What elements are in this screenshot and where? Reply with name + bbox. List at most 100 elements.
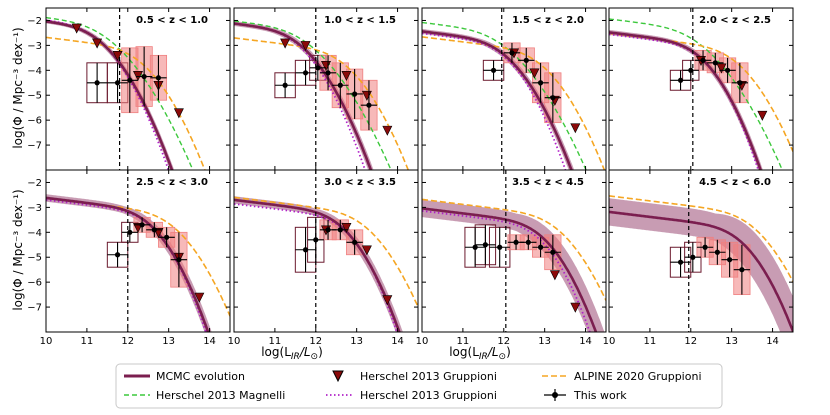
gruppioni-marker	[529, 68, 540, 79]
this-work-point	[690, 254, 696, 260]
x-tick-label: 12	[309, 336, 322, 347]
panel-title: 3.0 < z < 3.5	[324, 177, 396, 188]
plot-area	[422, 170, 606, 332]
panel-3: 1.5 < z < 2.0	[421, 7, 607, 171]
mcmc-curve	[609, 210, 793, 332]
panel-title: 0.5 < z < 1.0	[136, 15, 208, 26]
x-label-sub: IR	[479, 352, 488, 362]
x-tick-label: 12	[121, 336, 134, 347]
x-tick-label: 10	[228, 336, 241, 347]
legend-dot	[552, 392, 558, 398]
gruppioni-marker	[570, 123, 581, 134]
panel-frame	[233, 169, 419, 333]
panel-frame	[45, 169, 231, 333]
panel-1: −2 −3 −4 −5 −6 −7 0.5 < z < 1.0	[27, 7, 231, 171]
this-work-point	[352, 239, 358, 245]
y-tick-label: −4	[27, 66, 42, 77]
y-tick-label: −6	[27, 116, 42, 127]
x-tick-label: 12	[684, 336, 697, 347]
gruppioni-marker	[382, 125, 393, 136]
panel-title: 3.5 < z < 4.5	[512, 177, 584, 188]
this-work-point	[677, 77, 684, 83]
x-label-sub: IR	[291, 352, 300, 362]
alpine-curve	[609, 195, 793, 282]
y-tick-label: −2	[27, 178, 42, 189]
x-tick-label: 10	[416, 336, 429, 347]
gruppioni-marker	[92, 38, 103, 49]
x-tick-label: 13	[538, 336, 551, 347]
gruppioni-marker	[549, 270, 560, 281]
mcmc-curve	[422, 30, 573, 170]
this-work-point	[176, 257, 182, 263]
x-tick-label: 11	[644, 336, 657, 347]
this-work-point	[325, 227, 331, 233]
y-tick-label: −3	[27, 203, 42, 214]
this-work-point	[688, 67, 694, 73]
plot-area	[46, 170, 230, 332]
this-work-point	[337, 82, 343, 88]
this-work-point	[739, 267, 745, 273]
x-label-part: log(L	[261, 345, 291, 359]
mcmc-curve	[46, 196, 210, 332]
x-label-sun: ⊙	[311, 352, 319, 362]
y-tick-label: −4	[27, 228, 42, 239]
plot-area	[234, 170, 418, 332]
this-work-point	[702, 244, 708, 250]
panel-frame	[421, 7, 607, 171]
panel-title: 1.5 < z < 2.0	[512, 15, 584, 26]
this-work-point	[523, 57, 529, 63]
x-tick-label: 14	[391, 336, 404, 347]
x-label-part: log(L	[449, 345, 479, 359]
gruppioni-marker	[194, 292, 205, 303]
this-work-point	[677, 259, 684, 265]
legend-swatch-this-work	[544, 389, 566, 401]
panel-2: 1.0 < z < 1.5	[233, 7, 419, 171]
this-work-point	[282, 82, 288, 88]
this-work-point	[737, 80, 743, 86]
this-work-point	[127, 77, 133, 83]
legend-swatch-gruppioni-points	[332, 370, 344, 383]
plot-area	[46, 8, 206, 170]
this-work-point	[550, 95, 556, 101]
this-work-point	[325, 70, 331, 76]
y-axis-label-bottom: log(Φ / Mpc⁻³ dex⁻¹)	[11, 189, 25, 310]
this-work-point	[164, 234, 170, 240]
legend-frame	[115, 363, 723, 409]
x-tick-label: 14	[579, 336, 592, 347]
legend-label-gruppioni-line: Herschel 2013 Gruppioni	[360, 389, 497, 402]
this-work-point	[139, 222, 145, 228]
y-tick-label: −7	[27, 303, 42, 314]
alpine-curve	[422, 198, 606, 301]
this-work-point	[712, 60, 718, 66]
this-work-point	[513, 239, 519, 245]
panel-8: 10 11 12 13 14 4.5 < z < 6.0	[603, 169, 794, 347]
panel-frame	[608, 169, 794, 333]
this-work-point	[537, 80, 544, 86]
gruppioni-curve	[422, 32, 567, 170]
this-work-point	[337, 227, 343, 233]
this-work-point	[366, 102, 372, 108]
x-label-part: )	[506, 345, 511, 359]
this-work-point	[727, 257, 733, 263]
this-work-point	[509, 50, 515, 56]
panel-frame	[421, 169, 607, 333]
panel-6: 10 11 12 13 14 3.0 < z < 3.5	[228, 169, 419, 347]
panel-frame	[608, 7, 794, 171]
x-label-part: /L	[299, 345, 311, 359]
this-work-point	[114, 80, 121, 86]
this-work-point	[151, 227, 157, 233]
alpine-curve	[46, 36, 206, 170]
y-tick-label: −3	[27, 41, 42, 52]
legend-label-mcmc: MCMC evolution	[156, 370, 245, 383]
this-work-point	[127, 229, 133, 235]
mcmc-curve	[422, 207, 598, 332]
gruppioni-marker	[173, 108, 184, 119]
this-work-point	[352, 91, 358, 97]
gruppioni-curve	[234, 203, 398, 332]
plot-area	[234, 8, 410, 170]
x-tick-label: 10	[40, 336, 53, 347]
gruppioni-marker	[716, 63, 727, 74]
mcmc-uncertainty-band	[609, 198, 793, 332]
x-tick-label: 14	[766, 336, 779, 347]
